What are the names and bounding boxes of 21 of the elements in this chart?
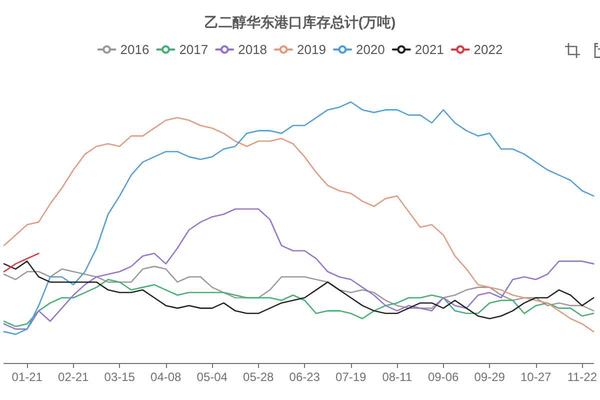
- legend-label: 2021: [414, 42, 444, 57]
- x-tick-label: 07-19: [336, 370, 367, 384]
- x-tick-label: 06-23: [289, 370, 320, 384]
- x-tick-label: 11-22: [567, 370, 598, 384]
- legend-label: 2017: [179, 42, 208, 57]
- chart-title: 乙二醇华东港口库存总计(万吨): [204, 14, 396, 30]
- legend-label: 2022: [474, 42, 503, 57]
- x-tick-label: 09-29: [474, 370, 506, 384]
- x-tick-label: 09-06: [428, 370, 460, 384]
- legend-label: 2020: [356, 42, 385, 57]
- x-tick-label: 05-28: [243, 370, 274, 384]
- legend-label: 2019: [297, 42, 326, 57]
- x-tick-label: 02-21: [58, 370, 90, 384]
- legend-label: 2016: [120, 42, 150, 57]
- x-tick-label: 05-04: [196, 370, 228, 384]
- x-tick-label: 01-21: [12, 370, 43, 384]
- x-tick-label: 08-11: [382, 370, 412, 384]
- x-tick-label: 04-08: [150, 370, 182, 384]
- legend-label: 2018: [238, 42, 268, 57]
- x-tick-label: 03-15: [104, 370, 136, 384]
- x-tick-label: 10-27: [520, 370, 552, 384]
